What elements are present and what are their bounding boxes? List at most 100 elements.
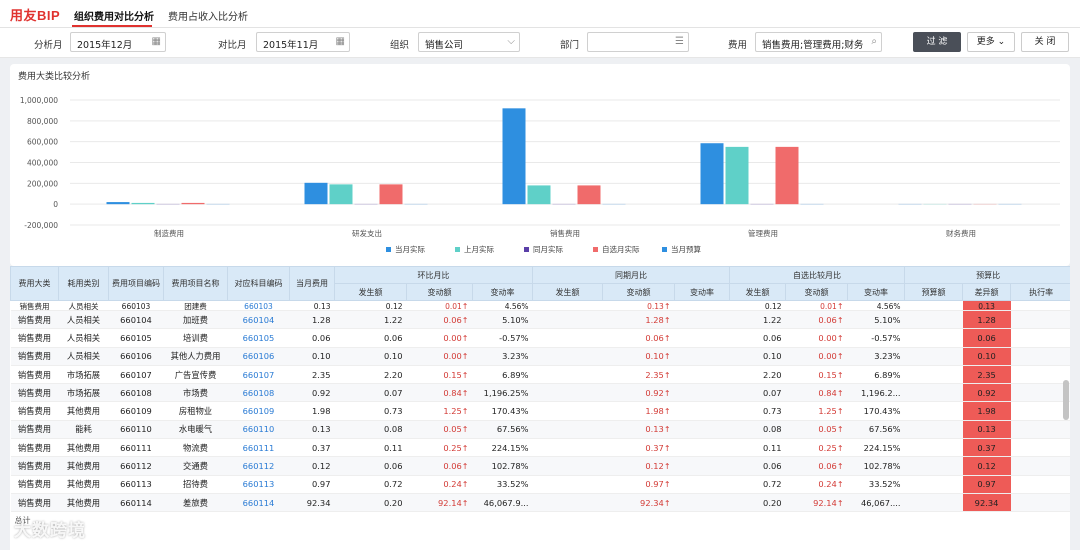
tab-org-expense-compare[interactable]: 组织费用对比分析: [74, 12, 154, 23]
table-row[interactable]: 销售费用 其他费用 660114 差旅费 660114 92.34 0.20 92.14↑ 46…: [10, 493, 1070, 513]
cell-value: 0.92: [312, 387, 331, 398]
table-cell: 5.10%: [847, 310, 905, 330]
table-cell: 0.24↑: [406, 475, 473, 494]
table-cell: [904, 365, 963, 385]
table-cell[interactable]: 660112: [227, 456, 290, 476]
table-cell: [1010, 475, 1070, 494]
header-custom-change[interactable]: 变动额: [785, 283, 849, 301]
table-row[interactable]: 销售费用 市场拓展 660108 市场费 660108 0.92 0.07 0.84↑ 1,19…: [10, 383, 1070, 403]
header-yoy-change[interactable]: 变动额: [602, 283, 676, 301]
header-current[interactable]: 当月费用: [289, 266, 335, 301]
dept-select[interactable]: ☰: [587, 32, 689, 52]
table-cell: 0.24↑: [785, 475, 848, 494]
table-row[interactable]: 销售费用 人员相关 660106 其他人力费用 660106 0.10 0.10 0.00↑ 3…: [10, 347, 1070, 366]
table-cell[interactable]: 660109: [227, 401, 290, 421]
subject-code-link[interactable]: 660103: [244, 302, 273, 311]
table-scrollbar[interactable]: [1063, 380, 1069, 420]
table-row[interactable]: 销售费用 能耗 660110 水电暖气 660110 0.13 0.08 0.05↑ 67.56…: [10, 420, 1070, 440]
table-cell: 0.25↑: [785, 438, 848, 458]
table-cell: 0.00↑: [785, 347, 848, 366]
table-cell[interactable]: 660106: [227, 347, 290, 366]
table-row[interactable]: 销售费用 人员相关 660104 加班费 660104 1.28 1.22 0.06↑ 5.10…: [10, 310, 1070, 330]
table-cell: [674, 347, 730, 366]
table-cell[interactable]: 660105: [227, 328, 290, 348]
table-cell: 0.37: [289, 438, 335, 458]
table-cell: 660105: [108, 328, 164, 348]
org-select[interactable]: 销售公司 ⌵: [418, 32, 520, 52]
table-cell: 46,067....: [847, 493, 905, 513]
cell-value: 660104: [120, 314, 152, 325]
cell-value: -0.57%: [871, 332, 901, 343]
compare-picker[interactable]: 2015年11月 ▦: [256, 32, 350, 52]
legend-swatch: [593, 247, 598, 252]
summary-cell: [472, 511, 533, 528]
table-cell: [674, 438, 730, 458]
subject-code-link[interactable]: 660114: [242, 497, 275, 508]
table-cell[interactable]: 660108: [227, 383, 290, 403]
subject-code-link[interactable]: 660111: [242, 442, 275, 453]
table-cell: [674, 475, 730, 494]
table-row[interactable]: 销售费用 其他费用 660113 招待费 660113 0.97 0.72 0.24↑ 33.5…: [10, 475, 1070, 494]
table-row[interactable]: 销售费用 其他费用 660111 物流费 660111 0.37 0.11 0.25↑ 224.…: [10, 438, 1070, 458]
list-icon[interactable]: ☰: [675, 36, 684, 47]
table-row[interactable]: 销售费用 人员相关 660103 团建费 660103 0.13 0.12 0.01↑ 4.56…: [10, 300, 1070, 311]
table-row[interactable]: 销售费用 其他费用 660112 交通费 660112 0.12 0.06 0.06↑ 102.…: [10, 456, 1070, 476]
subject-code-link[interactable]: 660110: [242, 424, 275, 435]
subject-code-link[interactable]: 660106: [242, 351, 275, 362]
table-cell: 招待费: [163, 475, 228, 494]
header-custom-amount[interactable]: 发生额: [729, 283, 787, 301]
summary-cell: [406, 511, 473, 528]
table-cell: 0.07: [334, 383, 407, 403]
subject-code-link[interactable]: 660104: [242, 314, 275, 325]
header-name[interactable]: 费用项目名称: [163, 266, 228, 301]
calendar-icon[interactable]: ▦: [151, 36, 161, 47]
fee-input[interactable]: 销售费用;管理费用;财务 ⌕: [755, 32, 882, 52]
close-button[interactable]: 关 闭: [1021, 32, 1069, 52]
subject-code-link[interactable]: 660107: [242, 369, 275, 380]
header-budget-diff[interactable]: 差异额: [962, 283, 1012, 301]
table-cell[interactable]: 660114: [227, 493, 290, 513]
filter-button[interactable]: 过 滤: [913, 32, 961, 52]
table-cell[interactable]: 660113: [227, 475, 290, 494]
cell-value: 660106: [120, 351, 152, 362]
table-row[interactable]: 销售费用 市场拓展 660107 广告宣传费 660107 2.35 2.20 0.15↑ 6.…: [10, 365, 1070, 385]
header-yoy-amount[interactable]: 发生额: [532, 283, 604, 301]
calendar-icon[interactable]: ▦: [335, 36, 345, 47]
table-cell[interactable]: 660103: [227, 300, 290, 311]
subject-code-link[interactable]: 660105: [242, 332, 275, 343]
period-picker[interactable]: 2015年12月 ▦: [70, 32, 166, 52]
header-mom-amount[interactable]: 发生额: [334, 283, 407, 301]
cell-value: 0.13: [978, 302, 995, 311]
subject-code-link[interactable]: 660113: [242, 479, 275, 490]
table-cell[interactable]: 660107: [227, 365, 290, 385]
header-mom-rate[interactable]: 变动率: [471, 283, 534, 301]
table-cell[interactable]: 660110: [227, 420, 290, 440]
header-budget-exec[interactable]: 执行率: [1010, 283, 1070, 301]
table-cell: 660113: [108, 475, 164, 494]
more-button[interactable]: 更多 ⌄: [967, 32, 1015, 52]
table-cell: 0.00↑: [785, 328, 848, 348]
header-yoy-rate[interactable]: 变动率: [674, 283, 731, 301]
header-custom-rate[interactable]: 变动率: [847, 283, 906, 301]
header-subject[interactable]: 对应科目编码: [227, 266, 290, 301]
cell-value: 67.56%: [868, 424, 901, 435]
tab-expense-income-ratio[interactable]: 费用占收入比分析: [168, 12, 248, 23]
header-code[interactable]: 费用项目编码: [108, 266, 164, 301]
search-icon[interactable]: ⌕: [871, 36, 877, 47]
table-cell[interactable]: 660111: [227, 438, 290, 458]
subject-code-link[interactable]: 660112: [242, 461, 275, 472]
header-category[interactable]: 费用大类: [10, 266, 59, 301]
table-cell[interactable]: 660104: [227, 310, 290, 330]
table-cell: [904, 383, 963, 403]
cell-value: 92.34: [974, 497, 999, 508]
chevron-down-icon[interactable]: ⌵: [507, 36, 515, 47]
table-row[interactable]: 销售费用 其他费用 660109 房租物业 660109 1.98 0.73 1.25↑ 170…: [10, 401, 1070, 421]
table-cell: 0.10: [334, 347, 407, 366]
subject-code-link[interactable]: 660108: [242, 387, 275, 398]
subject-code-link[interactable]: 660109: [242, 406, 275, 417]
header-mom-change[interactable]: 变动额: [406, 283, 473, 301]
table-row[interactable]: 销售费用 人员相关 660105 培训费 660105 0.06 0.06 0.00↑ -0.5…: [10, 328, 1070, 348]
cell-value: 交通费: [183, 461, 208, 472]
header-budget-amount[interactable]: 预算额: [904, 283, 964, 301]
header-type[interactable]: 耗用类别: [58, 266, 109, 301]
